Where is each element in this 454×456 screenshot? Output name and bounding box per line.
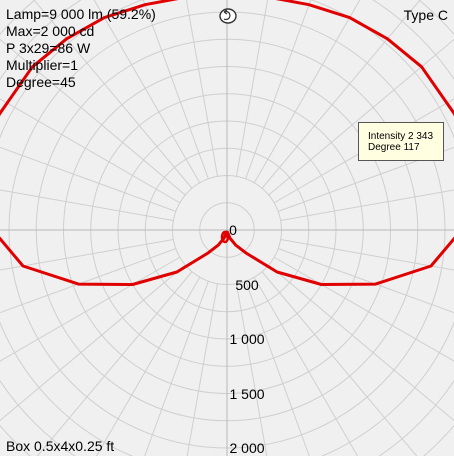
- grid-spoke: [185, 0, 219, 177]
- intensity-tooltip: Intensity 2 343 Degree 117: [358, 122, 444, 161]
- intensity-curve: [0, 0, 454, 286]
- grid-spoke: [36, 271, 193, 456]
- radial-tick-label: 1 500: [229, 385, 265, 402]
- type-label: Type C: [403, 7, 448, 23]
- grid-spoke: [273, 256, 454, 362]
- grid-spoke: [278, 146, 454, 212]
- grid-spoke: [235, 0, 269, 177]
- luminaire-size-label: Box 0.5x4x0.25 ft: [6, 438, 115, 454]
- nadir-lobe: [220, 230, 230, 244]
- grid-spoke: [280, 238, 454, 271]
- power-label: P 3x29=86 W: [6, 40, 91, 56]
- tooltip-degree: Degree 117: [368, 142, 420, 153]
- grid-spoke: [253, 0, 361, 184]
- max-label: Max=2 000 cd: [6, 23, 95, 39]
- radial-tick-label: 2 000: [229, 440, 265, 456]
- grid-spoke: [93, 0, 201, 184]
- grid-spoke: [235, 283, 268, 456]
- multiplier-label: Multiplier=1: [6, 57, 78, 73]
- lamp-label: Lamp=9 000 lm (59.2%): [6, 6, 156, 22]
- grid-spoke: [142, 0, 209, 179]
- grid-spoke: [0, 264, 186, 422]
- grid-spoke: [186, 283, 219, 456]
- grid-spoke: [261, 0, 421, 189]
- grid-spoke: [0, 238, 174, 271]
- degree-label: Degree=45: [6, 74, 76, 90]
- grid-spoke: [245, 0, 312, 179]
- radial-tick-label: 500: [235, 276, 259, 293]
- grid-spoke: [0, 189, 174, 222]
- radial-tick-label: 0: [229, 222, 237, 238]
- radial-tick-label: 1 000: [229, 331, 265, 347]
- grid-spoke: [261, 271, 418, 456]
- tooltip-intensity: Intensity 2 343: [368, 131, 434, 142]
- grid-spoke: [268, 38, 454, 196]
- rotate-icon[interactable]: [219, 8, 237, 24]
- grid-spoke: [278, 248, 454, 314]
- grid-spoke: [95, 276, 201, 456]
- lamp-info-panel: Lamp=9 000 lm (59.2%) Max=2 000 cd P 3x2…: [6, 6, 156, 91]
- grid-spoke: [144, 281, 209, 456]
- grid-spoke: [253, 276, 359, 456]
- grid-spoke: [280, 189, 454, 222]
- grid-spoke: [245, 281, 310, 456]
- grid-spoke: [33, 0, 193, 189]
- grid-spoke: [0, 146, 176, 212]
- grid-spoke: [0, 98, 181, 204]
- grid-spoke: [0, 248, 176, 314]
- grid-spoke: [268, 264, 454, 422]
- grid-spoke: [0, 256, 181, 362]
- grid-spoke: [0, 38, 186, 196]
